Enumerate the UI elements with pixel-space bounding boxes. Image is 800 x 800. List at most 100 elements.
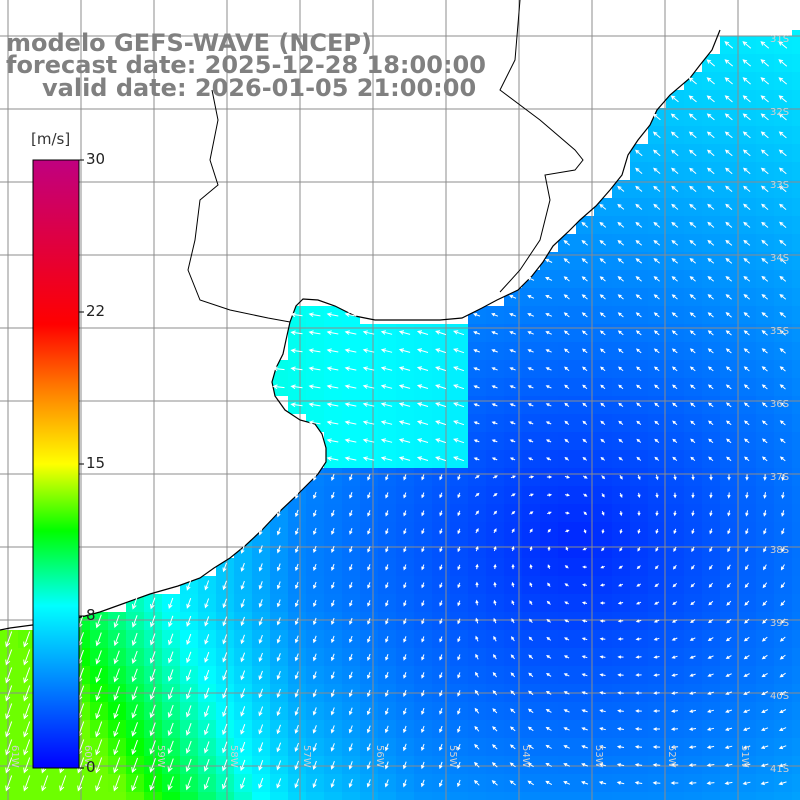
wind-arrow bbox=[743, 636, 750, 642]
wind-arrow bbox=[240, 688, 246, 699]
field-cell bbox=[252, 792, 270, 800]
wind-arrow bbox=[582, 475, 588, 479]
wind-arrow bbox=[689, 294, 696, 300]
field-cell bbox=[792, 648, 800, 666]
wind-arrow bbox=[344, 384, 357, 389]
wind-arrow bbox=[421, 743, 425, 752]
wind-arrow bbox=[367, 635, 371, 643]
lon-label: 52W bbox=[666, 745, 677, 768]
wind-arrow bbox=[581, 691, 588, 695]
wind-arrow bbox=[617, 203, 625, 210]
wind-arrow bbox=[421, 636, 425, 643]
wind-arrow bbox=[779, 690, 787, 696]
wind-arrow bbox=[77, 757, 85, 774]
wind-arrow bbox=[634, 763, 643, 767]
wind-arrow bbox=[707, 402, 714, 408]
wind-arrow bbox=[724, 745, 733, 749]
wind-arrow bbox=[308, 366, 321, 372]
wind-arrow bbox=[457, 672, 461, 679]
wind-arrow bbox=[493, 635, 497, 642]
wind-arrow bbox=[475, 653, 479, 660]
wind-arrow bbox=[600, 420, 606, 425]
wind-arrow bbox=[509, 457, 516, 461]
wind-arrow bbox=[564, 384, 570, 390]
wind-arrow bbox=[366, 779, 371, 788]
wind-arrow bbox=[582, 583, 588, 587]
wind-arrow bbox=[760, 149, 769, 157]
wind-arrow bbox=[634, 745, 643, 749]
wind-arrow bbox=[672, 601, 678, 606]
wind-arrow bbox=[673, 474, 677, 481]
wind-arrow bbox=[330, 707, 335, 716]
wind-arrow bbox=[5, 703, 13, 720]
wind-arrow bbox=[435, 420, 447, 426]
wind-arrow bbox=[474, 743, 480, 750]
field-cell bbox=[792, 54, 800, 72]
wind-arrow bbox=[276, 545, 281, 554]
wind-arrow bbox=[366, 743, 371, 752]
wind-arrow bbox=[416, 366, 429, 371]
wind-arrow bbox=[563, 655, 570, 659]
wind-arrow bbox=[688, 781, 697, 785]
wind-arrow bbox=[131, 704, 138, 719]
wind-arrow bbox=[743, 366, 750, 372]
lat-label: 41S bbox=[770, 764, 789, 775]
wind-arrow bbox=[493, 581, 497, 588]
wind-arrow bbox=[295, 509, 299, 518]
wind-arrow bbox=[635, 348, 642, 354]
wind-arrow bbox=[204, 616, 210, 627]
wind-arrow bbox=[113, 704, 120, 719]
wind-arrow bbox=[308, 402, 321, 408]
wind-arrow bbox=[95, 668, 102, 683]
wind-arrow bbox=[475, 599, 479, 606]
wind-arrow bbox=[439, 743, 443, 752]
wind-arrow bbox=[492, 475, 498, 479]
wind-arrow bbox=[689, 312, 696, 318]
wind-arrow bbox=[617, 258, 624, 264]
wind-arrow bbox=[672, 438, 678, 443]
wind-arrow bbox=[691, 510, 695, 517]
wind-arrow bbox=[222, 670, 228, 681]
wind-arrow bbox=[635, 727, 642, 731]
field-cell bbox=[612, 792, 630, 800]
wind-arrow bbox=[326, 402, 339, 407]
wind-arrow bbox=[258, 706, 264, 717]
wind-arrow bbox=[349, 510, 353, 517]
wind-arrow bbox=[258, 652, 263, 663]
wind-arrow bbox=[779, 330, 786, 336]
wind-arrow bbox=[222, 562, 227, 573]
wind-arrow bbox=[149, 633, 156, 646]
wind-arrow bbox=[240, 759, 246, 772]
wind-arrow bbox=[563, 294, 570, 300]
wind-arrow bbox=[276, 706, 281, 717]
wind-arrow bbox=[258, 599, 263, 608]
wind-arrow bbox=[349, 492, 353, 499]
wind-arrow bbox=[600, 402, 606, 407]
wind-arrow bbox=[185, 740, 192, 754]
wind-arrow bbox=[617, 348, 624, 354]
wind-arrow bbox=[276, 509, 281, 518]
wind-arrow bbox=[453, 384, 465, 390]
wind-arrow bbox=[599, 601, 606, 605]
wind-arrow bbox=[598, 781, 607, 785]
wind-arrow bbox=[581, 763, 589, 767]
wind-arrow bbox=[528, 690, 534, 696]
wind-arrow bbox=[600, 366, 606, 372]
wind-arrow bbox=[546, 600, 551, 605]
field-cell bbox=[792, 108, 800, 126]
wind-arrow bbox=[331, 473, 335, 481]
wind-arrow bbox=[653, 691, 660, 695]
wind-arrow bbox=[204, 723, 210, 736]
wind-arrow bbox=[23, 757, 31, 774]
lat-label: 37S bbox=[770, 472, 789, 483]
wind-arrow bbox=[23, 703, 31, 720]
wind-arrow bbox=[403, 510, 407, 517]
wind-arrow bbox=[636, 366, 642, 372]
wind-arrow bbox=[690, 438, 696, 444]
wind-arrow bbox=[348, 707, 353, 716]
wind-arrow bbox=[761, 330, 768, 336]
colorbar-tick-15: 15 bbox=[86, 454, 106, 472]
wind-arrow bbox=[457, 600, 461, 607]
wind-arrow bbox=[493, 545, 497, 552]
wind-arrow bbox=[348, 779, 353, 788]
